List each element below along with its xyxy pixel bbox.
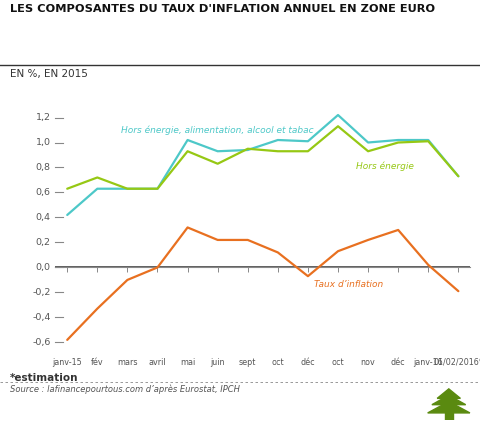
Text: 01/02/2016*: 01/02/2016* [433,358,480,367]
Text: mars: mars [117,358,138,367]
Text: oct: oct [272,358,284,367]
Text: avril: avril [149,358,166,367]
Text: nov: nov [361,358,375,367]
Text: Hors énergie: Hors énergie [356,162,414,171]
Bar [444,411,453,420]
Text: juin: juin [210,358,225,367]
Text: fév: fév [91,358,104,367]
Text: Source : lafinancepourtous.com d’après Eurostat, IPCH: Source : lafinancepourtous.com d’après E… [10,385,240,395]
Text: 0,0: 0,0 [36,263,51,272]
Polygon shape [428,402,470,413]
Text: 1,0: 1,0 [36,138,51,147]
Text: 0,4: 0,4 [36,213,51,222]
Text: janv-15: janv-15 [52,358,82,367]
Text: janv-16: janv-16 [413,358,443,367]
Text: -0,4: -0,4 [32,313,51,322]
Text: *estimation: *estimation [10,373,78,384]
Text: Taux d’inflation: Taux d’inflation [314,280,383,289]
Text: sept: sept [239,358,256,367]
Text: déc: déc [300,358,315,367]
Text: 1,2: 1,2 [36,113,51,122]
Text: 0,2: 0,2 [36,238,51,247]
Text: -0,6: -0,6 [32,338,51,347]
Polygon shape [437,389,460,398]
Text: -0,2: -0,2 [32,288,51,297]
Text: mai: mai [180,358,195,367]
Text: EN %, EN 2015: EN %, EN 2015 [10,69,87,79]
Text: oct: oct [332,358,344,367]
Text: déc: déc [391,358,406,367]
Text: 0,8: 0,8 [36,163,51,172]
Text: 0,6: 0,6 [36,188,51,197]
Text: Hors énergie, alimentation, alcool et tabac: Hors énergie, alimentation, alcool et ta… [121,125,314,135]
Text: LES COMPOSANTES DU TAUX D'INFLATION ANNUEL EN ZONE EURO: LES COMPOSANTES DU TAUX D'INFLATION ANNU… [10,4,435,14]
Polygon shape [432,395,466,405]
